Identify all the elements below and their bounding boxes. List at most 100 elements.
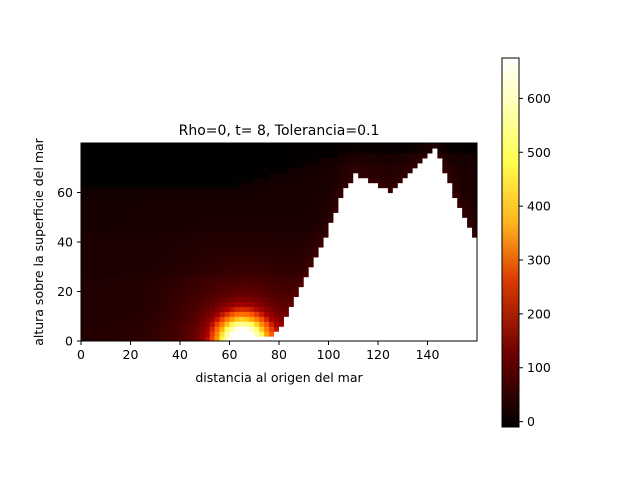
heatmap-cell [244, 242, 250, 248]
x-tick-label: 60 [222, 347, 238, 362]
heatmap-cell [85, 301, 92, 307]
heatmap-cell [224, 336, 231, 341]
heatmap-cell [145, 326, 151, 332]
heatmap-cell [120, 143, 127, 149]
heatmap-cell [437, 326, 443, 332]
heatmap-cell [130, 306, 137, 312]
heatmap-cell [264, 197, 270, 203]
heatmap-cell [328, 316, 335, 322]
heatmap-cell [283, 217, 290, 223]
heatmap-cell [125, 152, 132, 159]
heatmap-cell [368, 336, 374, 341]
heatmap-cell [382, 291, 389, 298]
heatmap-cell [100, 152, 107, 159]
heatmap-cell [254, 246, 260, 253]
heatmap-cell [90, 242, 97, 248]
heatmap-cell [323, 172, 330, 179]
heatmap-cell [353, 143, 359, 149]
heatmap-cell [259, 316, 265, 322]
heatmap-cell [343, 147, 349, 154]
heatmap-cell [392, 192, 399, 199]
heatmap-cell [328, 246, 335, 253]
heatmap-cell [229, 167, 236, 174]
heatmap-cell [189, 182, 196, 189]
heatmap-cell [274, 261, 280, 268]
heatmap-cell [254, 202, 260, 208]
heatmap-cell [422, 306, 429, 312]
heatmap-cell [397, 172, 404, 179]
heatmap-cell [363, 286, 369, 293]
heatmap-cell [229, 237, 236, 243]
heatmap-cell [378, 306, 384, 312]
heatmap-cell [204, 147, 211, 154]
x-tick-label: 20 [123, 347, 139, 362]
heatmap-cell [150, 222, 156, 228]
heatmap-cell [402, 227, 409, 233]
heatmap-cell [175, 242, 181, 248]
heatmap-cell [427, 232, 434, 238]
heatmap-cell [338, 143, 344, 149]
heatmap-cell [160, 147, 166, 154]
heatmap-cell [224, 301, 231, 307]
heatmap-cell [160, 143, 166, 149]
heatmap-cell [249, 281, 255, 288]
heatmap-cell [204, 187, 211, 194]
heatmap-cell [155, 271, 161, 278]
heatmap-cell [452, 336, 458, 341]
heatmap-cell [457, 182, 463, 189]
heatmap-cell [382, 192, 389, 199]
heatmap-cell [397, 187, 404, 194]
heatmap-cell [452, 207, 458, 213]
heatmap-cell [382, 217, 389, 223]
heatmap-cell [229, 197, 236, 203]
heatmap-cell [288, 232, 295, 238]
heatmap-cell [214, 212, 221, 218]
heatmap-cell [145, 182, 151, 189]
heatmap-cell [412, 217, 419, 223]
heatmap-cell [140, 331, 146, 337]
heatmap-cell [387, 311, 394, 317]
heatmap-cell [333, 147, 339, 154]
heatmap-cell [472, 331, 477, 337]
heatmap-cell [125, 286, 132, 293]
heatmap-cell [382, 301, 389, 307]
heatmap-cell [417, 281, 424, 288]
heatmap-cell [194, 336, 201, 341]
heatmap-cell [224, 217, 231, 223]
heatmap-cell [308, 271, 315, 278]
heatmap-cell [120, 237, 127, 243]
heatmap-cell [452, 143, 458, 149]
heatmap-cell [224, 331, 231, 337]
heatmap-cell [407, 222, 414, 228]
heatmap-cell [298, 172, 305, 179]
heatmap-cell [348, 251, 354, 258]
heatmap-cell [209, 152, 216, 159]
heatmap-cell [358, 192, 364, 199]
heatmap-cell [323, 261, 330, 268]
heatmap-cell [288, 321, 295, 327]
heatmap-cell [343, 232, 349, 238]
heatmap-cell [442, 271, 448, 278]
heatmap-cell [170, 246, 176, 253]
heatmap-cell [308, 222, 315, 228]
heatmap-cell [323, 331, 330, 337]
heatmap-cell [432, 172, 438, 179]
heatmap-cell [219, 237, 226, 243]
heatmap-cell [170, 237, 176, 243]
heatmap-cell [457, 242, 463, 248]
heatmap-cell [462, 182, 468, 189]
heatmap-cell [105, 276, 112, 283]
heatmap-cell [373, 286, 379, 293]
heatmap-cell [338, 182, 344, 189]
heatmap-cell [85, 246, 92, 253]
heatmap-cell [219, 336, 226, 341]
heatmap-cell [95, 266, 102, 273]
heatmap-cell [422, 321, 429, 327]
heatmap-cell [95, 242, 102, 248]
heatmap-cell [194, 326, 201, 332]
heatmap-cell [417, 187, 424, 194]
heatmap-cell [432, 152, 438, 159]
heatmap-cell [452, 217, 458, 223]
heatmap-cell [110, 266, 117, 273]
heatmap-cell [298, 162, 305, 169]
